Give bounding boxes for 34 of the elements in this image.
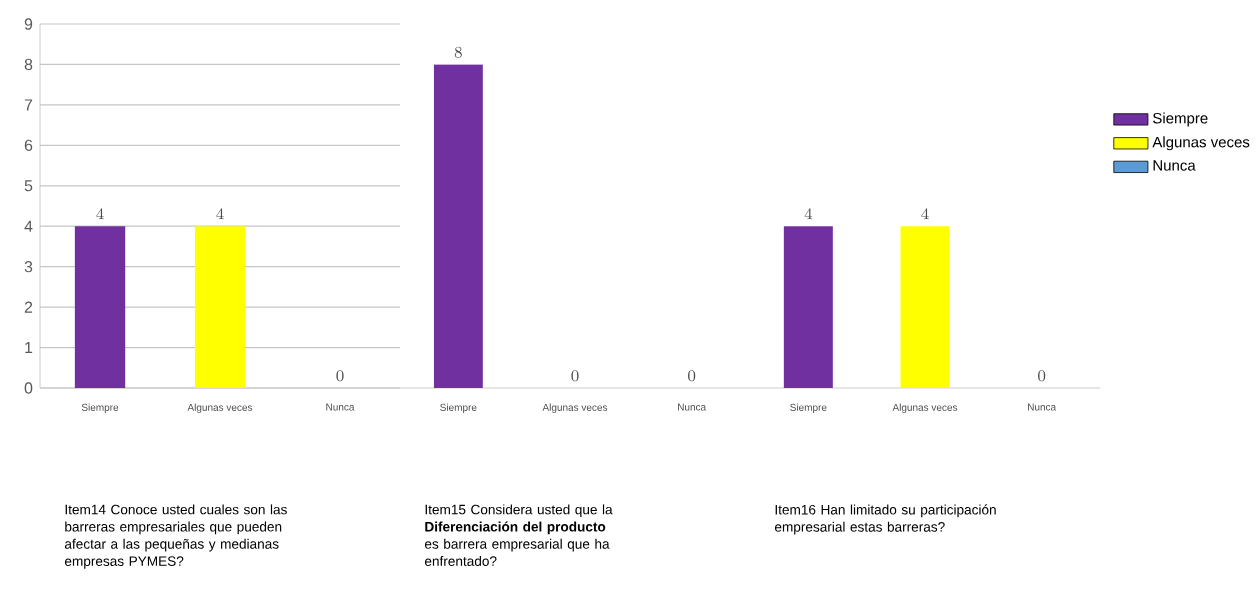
x-tick-label: Siempre: [440, 403, 477, 413]
data-label: 0: [1038, 370, 1046, 382]
data-label: 0: [571, 370, 579, 382]
data-label: 0: [688, 370, 696, 382]
y-tick-label: 5: [24, 180, 33, 192]
x-tick-label: Siempre: [81, 403, 119, 413]
x-tick-label: Nunca: [1028, 403, 1057, 411]
x-tick-label: Algunas veces: [892, 403, 958, 413]
x-tick-label: Nunca: [326, 403, 355, 411]
data-label: 8: [454, 46, 462, 58]
y-tick-label: 3: [24, 261, 33, 273]
y-tick-label: 1: [25, 342, 33, 354]
x-tick-label: Algunas veces: [542, 403, 608, 413]
legend-label: Nunca: [1153, 160, 1196, 171]
data-label: 4: [921, 208, 929, 220]
text: Item14 Conoce usted cuales son las barreras empresariales que pueden afectar a las pequeñas y medianas empresas PYMES?: [64, 504, 287, 569]
y-tick-label: 0: [24, 382, 33, 394]
y-tick-label: 6: [24, 139, 33, 151]
data-label: 4: [804, 208, 813, 220]
text: Item16 Han limitado su participación empresarial estas barreras?: [774, 504, 996, 535]
y-tick-label: 2: [24, 301, 33, 313]
data-label: 4: [96, 208, 104, 220]
x-tick-label: Siempre: [790, 403, 827, 413]
data-label: 4: [216, 208, 224, 220]
data-label: 0: [336, 370, 344, 382]
text: Item15 Considera usted que la Diferenciación del producto es barrera empresarial que ha enfrentado?: [424, 504, 613, 566]
y-tick-label: 9: [24, 18, 33, 30]
x-tick-label: Algunas veces: [187, 403, 253, 413]
y-tick-label: 8: [24, 58, 33, 71]
y-tick-label: 4: [24, 220, 33, 232]
legend-label: Algunas veces: [1152, 136, 1250, 151]
legend-label: Siempre: [1153, 112, 1208, 127]
x-tick-label: Nunca: [678, 403, 707, 411]
y-tick-label: 7: [24, 99, 33, 111]
